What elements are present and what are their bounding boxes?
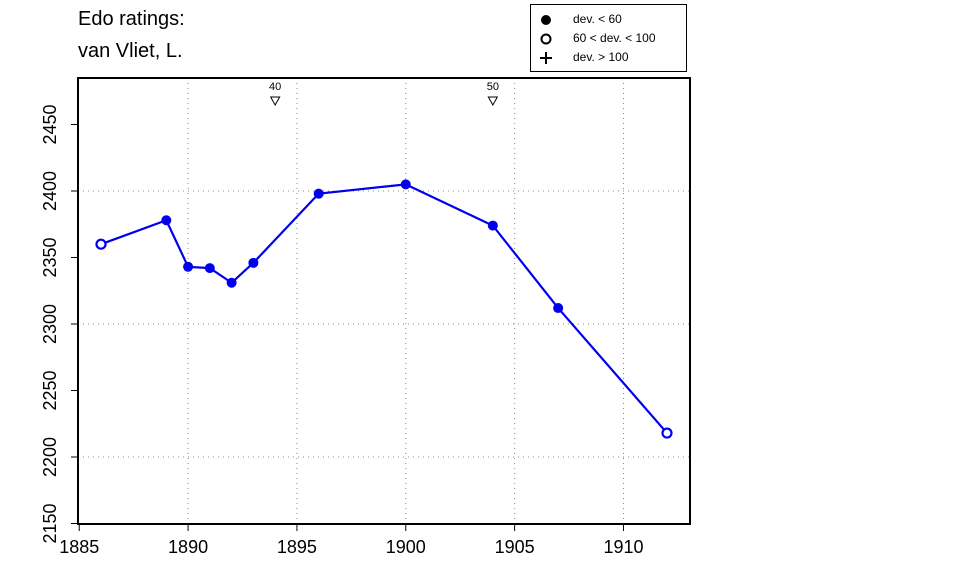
- x-tick-label: 1900: [386, 537, 426, 557]
- chart-title-line1: Edo ratings:: [78, 8, 185, 30]
- x-tick-label: 1910: [603, 537, 643, 557]
- triangle-down-icon: [269, 96, 281, 107]
- y-tick-label: 2400: [40, 171, 60, 211]
- chart-title-line2: van Vliet, L.: [78, 40, 183, 62]
- y-tick-label: 2300: [40, 304, 60, 344]
- rating-line: [100, 183, 668, 434]
- legend-item-open: 60 < dev. < 100: [531, 30, 686, 50]
- x-tick-label: 1885: [59, 537, 99, 557]
- chart-legend: dev. < 60 60 < dev. < 100 dev. > 100: [530, 4, 687, 72]
- data-point: [226, 277, 237, 288]
- legend-item-filled: dev. < 60: [531, 11, 686, 31]
- y-tick-label: 2150: [40, 503, 60, 543]
- triangle-down-icon: [487, 96, 499, 107]
- data-point-open: [661, 427, 673, 439]
- x-tick-label: 1890: [168, 537, 208, 557]
- legend-item-plus: dev. > 100: [531, 49, 686, 69]
- plot-frame: [77, 77, 691, 525]
- legend-label: dev. > 100: [573, 50, 629, 64]
- data-point: [183, 261, 194, 272]
- data-point: [487, 220, 498, 231]
- data-point: [161, 215, 172, 226]
- plus-icon: [540, 52, 552, 64]
- x-tick-label: 1905: [495, 537, 535, 557]
- legend-label: dev. < 60: [573, 12, 622, 26]
- data-point-open: [95, 238, 107, 250]
- data-point: [248, 257, 259, 268]
- filled-circle-icon: [541, 15, 551, 25]
- annotation-label: 40: [269, 81, 281, 93]
- y-tick-label: 2350: [40, 237, 60, 277]
- y-tick-label: 2250: [40, 370, 60, 410]
- annotation-label: 50: [487, 81, 499, 93]
- x-tick-label: 1895: [277, 537, 317, 557]
- data-point: [204, 263, 215, 274]
- data-point: [553, 303, 564, 314]
- open-circle-icon: [540, 33, 552, 45]
- legend-label: 60 < dev. < 100: [573, 31, 656, 45]
- y-tick-label: 2450: [40, 104, 60, 144]
- y-tick-label: 2200: [40, 437, 60, 477]
- data-point: [313, 188, 324, 199]
- data-point: [400, 179, 411, 190]
